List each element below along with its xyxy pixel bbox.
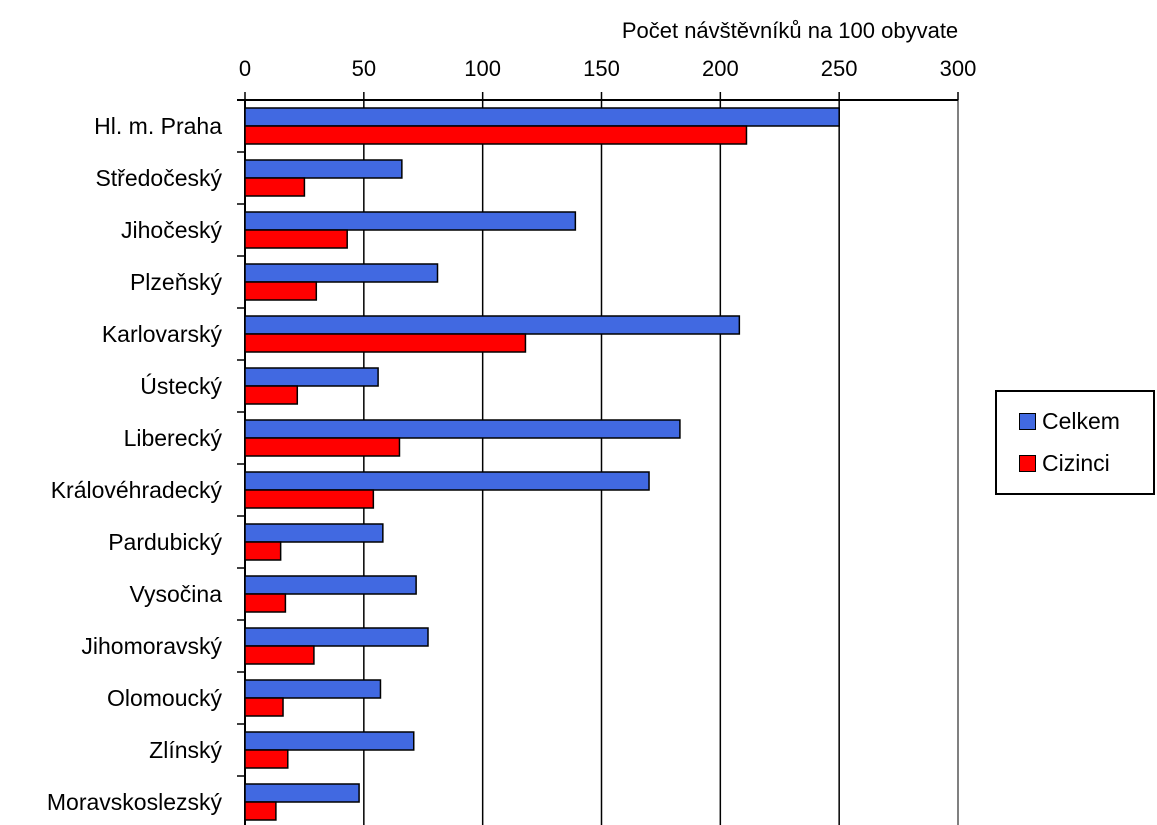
- bar-cizinci-8: [244, 541, 282, 561]
- category-label-7: Královéhradecký: [51, 477, 223, 503]
- bar-celkem-4: [244, 315, 741, 335]
- bar-celkem-2: [244, 211, 577, 231]
- legend: Celkem Cizinci: [995, 390, 1155, 495]
- legend-label-celkem: Celkem: [1042, 407, 1120, 434]
- bar-cizinci-9: [244, 593, 287, 613]
- bar-celkem-6: [244, 419, 681, 439]
- legend-swatch-celkem: [1019, 412, 1036, 430]
- x-tick-label-150: 150: [583, 56, 620, 81]
- category-label-2: Jihočeský: [121, 217, 222, 243]
- bar-cizinci-2: [244, 229, 348, 249]
- bar-cizinci-11: [244, 697, 284, 717]
- bar-celkem-8: [244, 523, 384, 543]
- bar-celkem-9: [244, 575, 417, 595]
- category-label-0: Hl. m. Praha: [94, 113, 222, 139]
- x-tick-label-100: 100: [464, 56, 501, 81]
- bar-celkem-7: [244, 471, 650, 491]
- category-label-5: Ústecký: [140, 373, 222, 399]
- x-tick-label-250: 250: [821, 56, 858, 81]
- category-label-9: Vysočina: [130, 581, 223, 607]
- x-tick-label-200: 200: [702, 56, 739, 81]
- bar-celkem-1: [244, 159, 403, 179]
- bar-celkem-12: [244, 731, 415, 751]
- bar-celkem-13: [244, 783, 360, 803]
- category-label-1: Středočeský: [95, 165, 222, 191]
- x-axis-title: Počet návštěvníků na 100 obyvate: [621, 18, 959, 43]
- x-tick-label-300: 300: [940, 56, 977, 81]
- bar-celkem-10: [244, 627, 429, 647]
- legend-swatch-cizinci: [1019, 454, 1036, 472]
- category-label-3: Plzeňský: [130, 269, 223, 295]
- bar-cizinci-10: [244, 645, 315, 665]
- legend-label-cizinci: Cizinci: [1042, 449, 1110, 476]
- category-label-6: Liberecký: [124, 425, 223, 451]
- bar-celkem-5: [244, 367, 379, 387]
- category-label-4: Karlovarský: [102, 321, 223, 347]
- bar-cizinci-7: [244, 489, 375, 509]
- category-label-10: Jihomoravský: [81, 633, 222, 659]
- category-label-13: Moravskoslezský: [47, 789, 223, 815]
- bar-cizinci-12: [244, 749, 289, 769]
- bar-cizinci-5: [244, 385, 299, 405]
- x-tick-label-50: 50: [352, 56, 376, 81]
- category-label-12: Zlínský: [149, 737, 222, 763]
- bar-cizinci-0: [244, 125, 748, 145]
- bar-cizinci-1: [244, 177, 306, 197]
- x-tick-label-0: 0: [239, 56, 251, 81]
- legend-item-celkem: Celkem: [1019, 408, 1120, 434]
- bar-celkem-3: [244, 263, 439, 283]
- legend-item-cizinci: Cizinci: [1019, 450, 1110, 476]
- bar-cizinci-6: [244, 437, 401, 457]
- bar-cizinci-13: [244, 801, 277, 821]
- category-label-11: Olomoucký: [107, 685, 223, 711]
- bar-celkem-0: [244, 107, 840, 127]
- bar-cizinci-4: [244, 333, 527, 353]
- category-label-8: Pardubický: [108, 529, 222, 555]
- bar-celkem-11: [244, 679, 382, 699]
- bar-cizinci-3: [244, 281, 318, 301]
